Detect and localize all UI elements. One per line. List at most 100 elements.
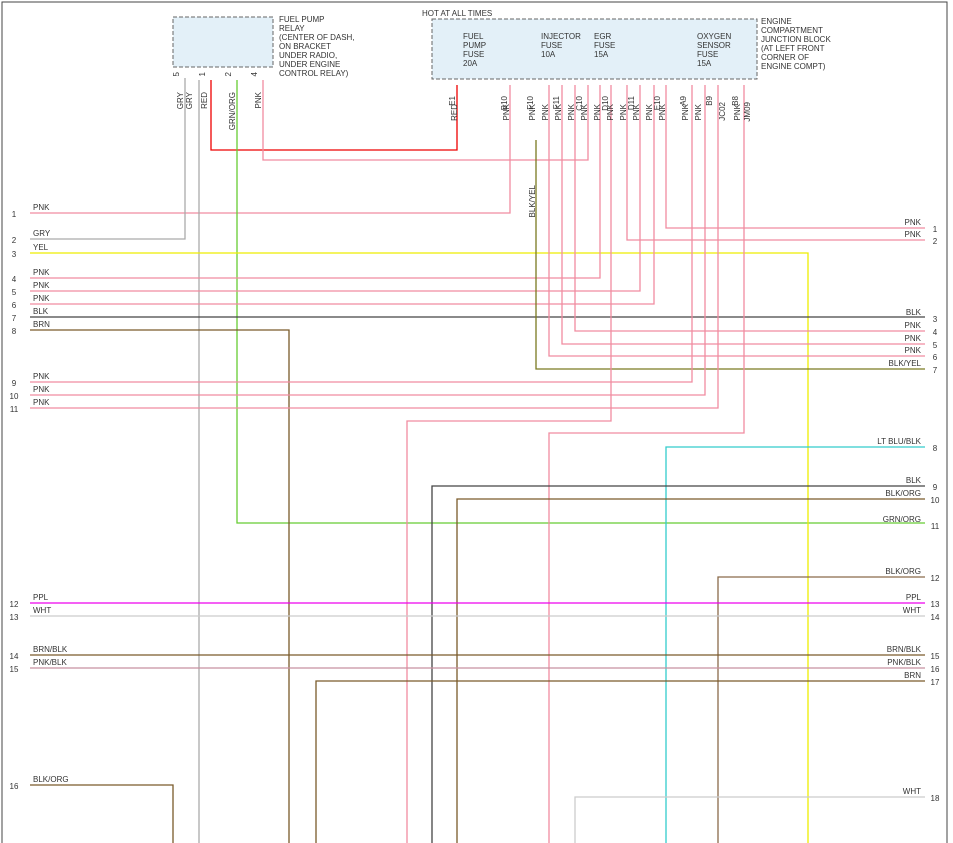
right-wire: PNK/BLK: [887, 658, 921, 667]
right-pin: 6: [933, 353, 938, 362]
connector-pin: F11: [552, 95, 561, 109]
fuse-label: 15A: [594, 50, 609, 59]
right-pin: 12: [931, 574, 940, 583]
relay-pin: 1: [198, 71, 207, 76]
junction-box: [431, 18, 758, 80]
right-wire: PNK: [905, 230, 922, 239]
right-wire: PNK: [905, 218, 922, 227]
right-pin: 8: [933, 444, 938, 453]
connector-pin: C10: [575, 95, 584, 110]
right-wire: BLK/ORG: [885, 489, 921, 498]
left-pin: 8: [12, 327, 17, 336]
fuse-label: EGR: [594, 32, 612, 41]
junction-label: CORNER OF: [761, 53, 809, 62]
fuse-label: INJECTOR: [541, 32, 581, 41]
relay-pin: 4: [250, 71, 259, 76]
left-wire: PNK: [33, 281, 50, 290]
wire-label: PNK: [606, 103, 615, 120]
right-wire: PNK: [905, 321, 922, 330]
wire-label: GRN/ORG: [228, 92, 237, 130]
left-wire: PNK: [33, 268, 50, 277]
left-wire: BRN: [33, 320, 50, 329]
left-wire: PNK/BLK: [33, 658, 67, 667]
right-wire: WHT: [903, 606, 921, 615]
right-wire: BLK/YEL: [889, 359, 922, 368]
right-pin: 16: [931, 665, 940, 674]
right-wire: BLK: [906, 308, 922, 317]
right-wire: GRN/ORG: [883, 515, 921, 524]
right-pin: 13: [931, 600, 940, 609]
connector-pin: A9: [679, 95, 688, 105]
fuse-label: SENSOR: [697, 41, 731, 50]
right-pin: 7: [933, 366, 938, 375]
left-pin: 9: [12, 379, 17, 388]
fuse-label: PUMP: [463, 41, 486, 50]
relay-label: ON BRACKET: [279, 42, 331, 51]
left-wire: PNK: [33, 203, 50, 212]
relay-label: CONTROL RELAY): [279, 69, 349, 78]
relay-label: RELAY: [279, 24, 305, 33]
wire-label: PNK: [619, 103, 628, 120]
fuse-label: FUSE: [541, 41, 562, 50]
junction-label: ENGINE COMPT): [761, 62, 826, 71]
fuse-label: FUSE: [463, 50, 484, 59]
wire-label: PNK: [681, 103, 690, 120]
wire-label: PNK: [694, 103, 703, 120]
right-wire: LT BLU/BLK: [877, 437, 921, 446]
relay-label: UNDER RADIO,: [279, 51, 337, 60]
junction-label: COMPARTMENT: [761, 26, 823, 35]
right-pin: 14: [931, 613, 940, 622]
right-pin: 2: [933, 237, 938, 246]
right-pin: 15: [931, 652, 940, 661]
fuse-label: 10A: [541, 50, 556, 59]
right-wire: BLK/ORG: [885, 567, 921, 576]
left-pin: 2: [12, 236, 17, 245]
left-pin: 12: [10, 600, 19, 609]
relay-pin: 5: [172, 71, 181, 76]
wire-label: RED: [200, 92, 209, 109]
right-pin: 4: [933, 328, 938, 337]
right-pin: 5: [933, 341, 938, 350]
connector-pin: B10: [500, 95, 509, 110]
connector-pin: B8: [731, 95, 740, 105]
fuse-label: 20A: [463, 59, 478, 68]
left-pin: 14: [10, 652, 19, 661]
wires: [30, 78, 925, 843]
connector-pin: F10: [526, 95, 535, 109]
relay-label: FUEL PUMP: [279, 15, 325, 24]
right-wire: PPL: [906, 593, 922, 602]
junction-header: HOT AT ALL TIMES: [422, 9, 492, 18]
wire-label: GRY: [185, 91, 194, 109]
left-wire: PPL: [33, 593, 49, 602]
left-wire: GRY: [33, 229, 51, 238]
connector-pin: E10: [653, 95, 662, 110]
wire-label: PNK: [554, 103, 563, 120]
right-wire: PNK: [905, 346, 922, 355]
junction-label: ENGINE: [761, 17, 792, 26]
wire-label: PNK: [580, 103, 589, 120]
connector-name: JM09: [743, 101, 752, 121]
right-wire: WHT: [903, 787, 921, 796]
fuse-label: FUSE: [697, 50, 718, 59]
right-wire: PNK: [905, 334, 922, 343]
relay-label: (CENTER OF DASH,: [279, 33, 355, 42]
left-pin: 3: [12, 250, 17, 259]
left-pin: 13: [10, 613, 19, 622]
left-pin: 10: [10, 392, 19, 401]
connector-pin: B9: [705, 95, 714, 105]
wire-label: PNK: [658, 103, 667, 120]
left-wire: WHT: [33, 606, 51, 615]
left-pin: 4: [12, 275, 17, 284]
right-pin: 17: [931, 678, 940, 687]
right-pin: 3: [933, 315, 938, 324]
connector-pin: D11: [627, 95, 636, 110]
connector-pin: D10: [601, 95, 610, 110]
right-pin: 9: [933, 483, 938, 492]
right-wire: BRN/BLK: [887, 645, 922, 654]
left-wire: YEL: [33, 243, 49, 252]
wire-label: PNK: [593, 103, 602, 120]
wire-label: PNK: [528, 103, 537, 120]
wire-label: PNK: [502, 103, 511, 120]
right-pin: 10: [931, 496, 940, 505]
